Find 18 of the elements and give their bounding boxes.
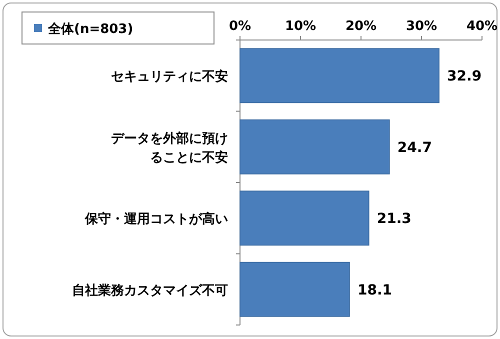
data-label: 24.7 — [397, 140, 432, 156]
y-tick-label: 保守・運用コストが高い — [84, 211, 228, 228]
x-tick-label: 10% — [284, 19, 316, 34]
legend-label: 全体(n=803) — [47, 22, 134, 37]
data-label: 21.3 — [376, 211, 412, 228]
y-tick-label: データを外部に預けることに不安 — [111, 130, 228, 166]
bar — [240, 119, 390, 174]
bar — [240, 190, 370, 246]
x-tick-label: 0% — [228, 19, 252, 34]
x-tick-label: 30% — [406, 19, 438, 34]
data-label: 32.9 — [447, 68, 482, 85]
y-tick-label: 自社業務カスタマイズ不可 — [72, 282, 228, 298]
x-tick-label: 20% — [345, 19, 377, 34]
bar — [240, 48, 440, 104]
bar — [240, 262, 350, 317]
x-tick-label: 40% — [466, 19, 498, 34]
y-tick-label: セキュリティに不安 — [111, 68, 228, 85]
data-label: 18.1 — [358, 282, 392, 298]
